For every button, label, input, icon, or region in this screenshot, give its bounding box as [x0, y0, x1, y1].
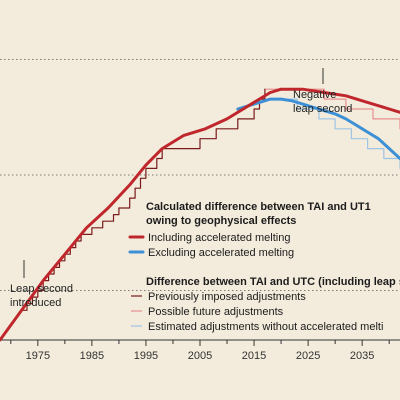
legend-label-previous: Previously imposed adjustments: [148, 291, 306, 303]
annotation-leap-intro-line1: Leap second: [10, 283, 73, 295]
series-line-estimated-adjustments-without-accelerated-melting: [264, 98, 400, 169]
series-line-including-accelerated-melting: [0, 87, 400, 342]
x-tick-label: 1995: [134, 350, 158, 362]
series-line-previously-imposed-adjustments: [21, 88, 266, 311]
legend-label-estimated: Estimated adjustments without accelerate…: [148, 321, 383, 333]
x-tick-label: 2035: [350, 350, 374, 362]
legend-group1-title-line2: owing to geophysical effects: [146, 215, 296, 227]
x-tick-label: 2015: [242, 350, 266, 362]
legend-label-including: Including accelerated melting: [148, 232, 290, 244]
x-axis: 1975 1985 1995 2005 2015 2025 2035: [0, 339, 400, 362]
x-tick-label: 1985: [80, 350, 104, 362]
annotation-negative-leap-line1: Negative: [293, 89, 336, 101]
gridlines: [0, 59, 400, 291]
x-tick-label: 2005: [188, 350, 212, 362]
legend-group2-title: Difference between TAI and UTC (includin…: [146, 276, 400, 288]
legend-label-future: Possible future adjustments: [148, 306, 284, 318]
x-tick-label: 1975: [26, 350, 50, 362]
series-group: [0, 87, 400, 342]
annotation-leap-intro-line2: introduced: [10, 297, 61, 309]
x-tick-label: 2025: [296, 350, 320, 362]
legend-label-excluding: Excluding accelerated melting: [148, 247, 294, 259]
annotation-leap-intro: Leap second introduced: [10, 260, 73, 309]
series-line-excluding-accelerated-melting: [236, 97, 400, 160]
legend: Calculated difference between TAI and UT…: [128, 201, 400, 333]
legend-group1-title-line1: Calculated difference between TAI and UT…: [146, 201, 371, 213]
annotation-negative-leap-line2: leap second: [293, 103, 352, 115]
annotation-negative-leap: Negative leap second: [293, 68, 352, 115]
